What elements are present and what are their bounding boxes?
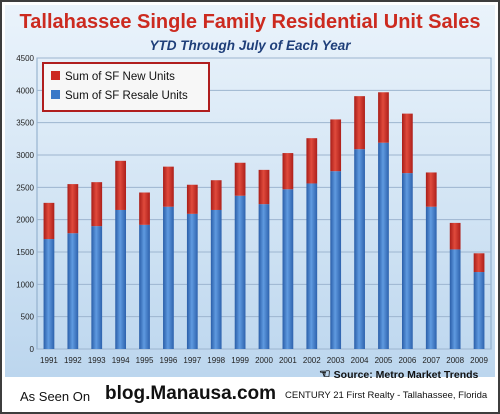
bar-chart: 0 500 1000 1500 2000 2500 3000 3500 4000 4500 1991…: [16, 54, 492, 365]
bar-new-units: [401, 113, 413, 174]
chart-area: 0 500 1000 1500 2000 2500 3000 3500 4000 4500 1991…: [5, 5, 495, 381]
x-tick-label: 1994: [112, 356, 130, 365]
bar-new-units: [139, 192, 150, 225]
bar-new-units: [234, 162, 246, 196]
bar-new-units: [186, 184, 198, 214]
bar-new-units: [378, 92, 389, 143]
bar-resale-units: [67, 233, 79, 349]
y-tick-label: 1500: [16, 248, 34, 257]
x-tick-label: 2000: [255, 356, 273, 365]
footer: As Seen On blog.Manausa.com CENTURY 21 F…: [2, 379, 498, 412]
x-tick-label: 2004: [351, 356, 369, 365]
bar-new-units: [258, 169, 270, 205]
bar-resale-units: [282, 189, 294, 349]
x-tick-label: 1998: [207, 356, 225, 365]
bar-new-units: [330, 119, 342, 172]
x-tick-label: 1993: [88, 356, 106, 365]
bar-resale-units: [354, 149, 365, 349]
bar-resale-units: [425, 206, 437, 349]
bar-new-units: [91, 182, 103, 227]
bar-resale-units: [306, 183, 318, 349]
y-tick-label: 1000: [16, 280, 34, 289]
bar-resale-units: [43, 239, 55, 349]
bar-resale-units: [449, 249, 461, 349]
y-tick-label: 4500: [16, 54, 34, 63]
bar-resale-units: [401, 173, 413, 349]
bar-new-units: [115, 160, 127, 210]
bar-resale-units: [186, 213, 198, 349]
legend-label-new-units: Sum of SF New Units: [65, 71, 175, 83]
y-tick-label: 3000: [16, 151, 34, 160]
x-tick-label: 2002: [303, 356, 321, 365]
legend-item-resale-units: Sum of SF Resale Units: [51, 89, 188, 103]
bar-new-units: [282, 153, 294, 190]
chart-subtitle: YTD Through July of Each Year: [149, 38, 351, 53]
y-tick-label: 500: [21, 313, 35, 322]
x-tick-label: 1997: [183, 356, 201, 365]
x-tick-label: 1991: [40, 356, 58, 365]
bar-new-units: [306, 138, 318, 184]
bar-new-units: [163, 166, 174, 207]
bar-new-units: [43, 202, 55, 240]
y-tick-label: 4000: [16, 86, 34, 95]
legend-swatch-resale-units: [51, 90, 60, 100]
bar-resale-units: [234, 195, 246, 349]
bar-new-units: [210, 180, 222, 210]
bar-resale-units: [378, 142, 389, 349]
x-tick-label: 1995: [136, 356, 154, 365]
x-tick-label: 2009: [470, 356, 488, 365]
bar-resale-units: [115, 209, 127, 349]
x-tick-label: 2005: [375, 356, 393, 365]
x-tick-label: 2008: [446, 356, 464, 365]
bar-resale-units: [258, 204, 270, 349]
x-tick-label: 1999: [231, 356, 249, 365]
y-tick-label: 3500: [16, 119, 34, 128]
legend-swatch-new-units: [51, 71, 60, 81]
x-tick-label: 1996: [160, 356, 178, 365]
x-tick-label: 2007: [422, 356, 440, 365]
y-tick-label: 0: [30, 345, 35, 354]
blog-link[interactable]: blog.Manausa.com: [105, 383, 277, 404]
bar-resale-units: [139, 224, 150, 349]
y-tick-label: 2500: [16, 183, 34, 192]
x-tick-label: 2001: [279, 356, 297, 365]
pointing-hand-icon: ☜: [319, 366, 331, 381]
source-note: ☜ Source: Metro Market Trends: [319, 366, 478, 382]
bar-new-units: [473, 253, 485, 273]
bar-new-units: [67, 184, 79, 234]
legend-label-resale-units: Sum of SF Resale Units: [65, 90, 188, 102]
bar-resale-units: [163, 206, 174, 349]
bar-resale-units: [91, 226, 103, 349]
y-tick-label: 2000: [16, 216, 34, 225]
x-tick-label: 2006: [398, 356, 416, 365]
bar-resale-units: [330, 171, 342, 349]
chart-title: Tallahassee Single Family Residential Un…: [19, 11, 481, 33]
source-label: Source: Metro Market Trends: [333, 369, 479, 381]
legend-item-new-units: Sum of SF New Units: [51, 70, 175, 84]
bar-new-units: [449, 222, 461, 250]
bar-new-units: [354, 96, 365, 150]
bar-resale-units: [210, 209, 222, 349]
bar-new-units: [425, 172, 437, 207]
bar-resale-units: [473, 272, 485, 349]
x-tick-label: 1992: [64, 356, 82, 365]
x-tick-label: 2003: [327, 356, 345, 365]
as-seen-on-label: As Seen On: [20, 389, 91, 404]
chart-legend: Sum of SF New Units Sum of SF Resale Uni…: [42, 62, 210, 112]
brokerage-label: CENTURY 21 First Realty - Tallahassee, F…: [285, 390, 488, 401]
